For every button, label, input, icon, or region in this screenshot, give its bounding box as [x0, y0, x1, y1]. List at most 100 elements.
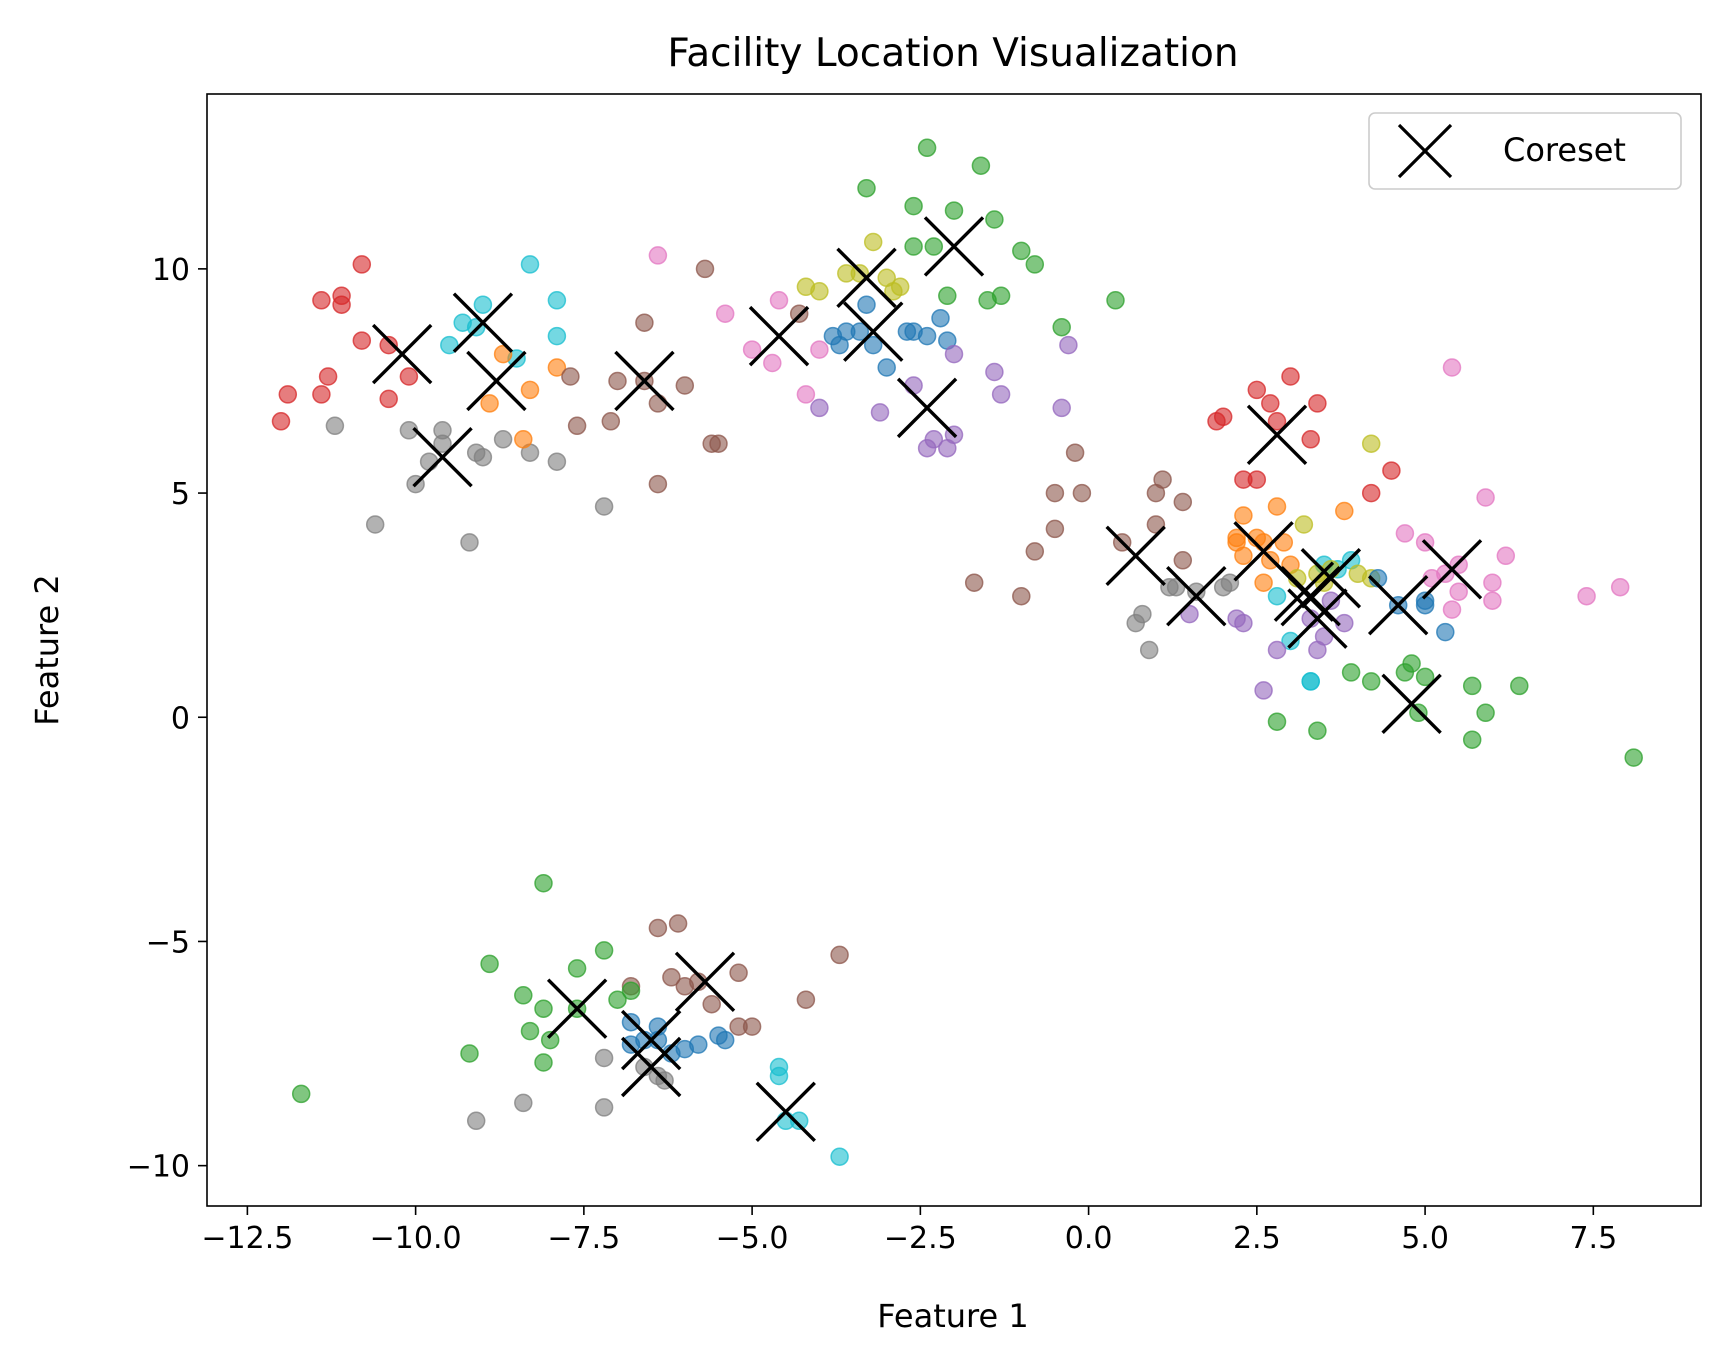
data-point-g9-14: [1107, 292, 1124, 309]
data-point-g4-14: [1013, 588, 1030, 605]
data-point-g9-17: [515, 987, 532, 1004]
data-point-g0-17: [1262, 395, 1279, 412]
data-point-g9-16: [481, 955, 498, 972]
plot-area-frame: [207, 94, 1701, 1206]
data-point-g4-7: [649, 395, 666, 412]
data-point-g3-6: [1235, 507, 1252, 524]
data-point-g5-13: [1444, 359, 1461, 376]
data-point-g9-12: [939, 287, 956, 304]
y-axis: −10 −5 0 5 10: [127, 253, 207, 1185]
x-tick-label-2: −7.5: [547, 1221, 620, 1256]
data-point-g8-7: [946, 346, 963, 363]
data-point-g0-10: [380, 390, 397, 407]
data-point-g9-26: [623, 982, 640, 999]
data-point-g2-7: [548, 328, 565, 345]
data-point-g4-1: [569, 417, 586, 434]
data-point-g9-29: [1269, 713, 1286, 730]
data-point-g9-1: [905, 198, 922, 215]
data-point-g5-1: [717, 305, 734, 322]
data-point-g0-15: [1248, 471, 1265, 488]
data-point-g4-25: [1174, 494, 1191, 511]
data-point-g8-14: [1235, 615, 1252, 632]
data-point-g8-10: [1053, 399, 1070, 416]
data-point-g9-18: [522, 1023, 539, 1040]
data-point-g0-16: [1248, 381, 1265, 398]
coreset-marker-10: [548, 980, 606, 1038]
data-point-g0-13: [1215, 408, 1232, 425]
data-point-g6-4: [865, 234, 882, 251]
data-point-g4-33: [730, 964, 747, 981]
legend-label-coreset: Coreset: [1503, 131, 1626, 169]
data-point-g9-4: [925, 238, 942, 255]
data-point-g4-13: [966, 574, 983, 591]
data-point-g9-31: [1343, 664, 1360, 681]
x-axis-label: Feature 1: [877, 1297, 1028, 1335]
data-point-g1-9: [474, 449, 491, 466]
data-point-g9-15: [535, 875, 552, 892]
data-point-g2-9: [771, 1068, 788, 1085]
data-point-g2-13: [1269, 588, 1286, 605]
data-point-g9-2: [905, 238, 922, 255]
data-point-g4-29: [670, 915, 687, 932]
data-point-g9-5: [946, 202, 963, 219]
data-point-g3-3: [515, 431, 532, 448]
x-tick-label-3: −5.0: [716, 1221, 789, 1256]
x-tick-label-5: 0.0: [1065, 1221, 1113, 1256]
data-point-g1-7: [461, 534, 478, 551]
data-point-g6-15: [1363, 435, 1380, 452]
data-point-g1-12: [548, 453, 565, 470]
data-point-g0-8: [353, 332, 370, 349]
data-point-g9-0: [858, 180, 875, 197]
data-point-g5-0: [649, 247, 666, 264]
x-tick-label-4: −2.5: [884, 1221, 957, 1256]
data-point-g9-9: [993, 287, 1010, 304]
data-point-g3-8: [1235, 547, 1252, 564]
data-point-g5-14: [1477, 489, 1494, 506]
data-point-g8-0: [811, 399, 828, 416]
x-tick-label-8: 7.5: [1569, 1221, 1617, 1256]
data-point-g9-13: [1053, 319, 1070, 336]
x-tick-label-0: −12.5: [201, 1221, 293, 1256]
coreset-marker-9: [898, 379, 956, 437]
data-point-g9-10: [1013, 242, 1030, 259]
data-point-g4-23: [1154, 471, 1171, 488]
data-point-g5-7: [1396, 525, 1413, 542]
data-point-g4-36: [797, 991, 814, 1008]
data-point-g9-3: [919, 139, 936, 156]
data-point-g0-6: [333, 287, 350, 304]
chart-title: Facility Location Visualization: [667, 31, 1238, 76]
coreset-marker-14: [757, 1083, 815, 1141]
data-point-g1-15: [596, 1099, 613, 1116]
data-point-g5-16: [1484, 574, 1501, 591]
coreset-marker-25: [1383, 675, 1441, 733]
data-point-g3-2: [522, 381, 539, 398]
data-point-g8-16: [1269, 642, 1286, 659]
data-point-g9-24: [596, 942, 613, 959]
data-point-g9-40: [1511, 677, 1528, 694]
data-point-g5-18: [1578, 588, 1595, 605]
data-point-g9-6: [972, 157, 989, 174]
data-point-g7-9: [919, 328, 936, 345]
data-point-g9-30: [1309, 722, 1326, 739]
data-point-g4-11: [710, 435, 727, 452]
data-point-g3-12: [1269, 498, 1286, 515]
y-tick-label-2: 0: [171, 701, 190, 736]
data-point-g1-0: [326, 417, 343, 434]
data-point-g5-11: [1450, 583, 1467, 600]
data-point-g1-13: [596, 498, 613, 515]
data-point-g7-6: [878, 359, 895, 376]
x-tick-label-1: −10.0: [370, 1221, 462, 1256]
y-tick-label-4: 10: [152, 253, 190, 288]
data-point-g2-6: [548, 292, 565, 309]
data-point-g2-16: [1302, 673, 1319, 690]
x-tick-label-6: 2.5: [1233, 1221, 1281, 1256]
data-point-g6-8: [1295, 516, 1312, 533]
data-point-g9-41: [1625, 749, 1642, 766]
data-point-g6-1: [811, 283, 828, 300]
y-tick-label-0: −10: [127, 1150, 190, 1185]
x-axis: −12.5 −10.0 −7.5 −5.0 −2.5 0.0 2.5 5.0 7.5: [201, 1206, 1617, 1256]
data-point-g4-27: [649, 920, 666, 937]
data-point-g0-19: [1282, 368, 1299, 385]
data-point-g7-10: [932, 310, 949, 327]
